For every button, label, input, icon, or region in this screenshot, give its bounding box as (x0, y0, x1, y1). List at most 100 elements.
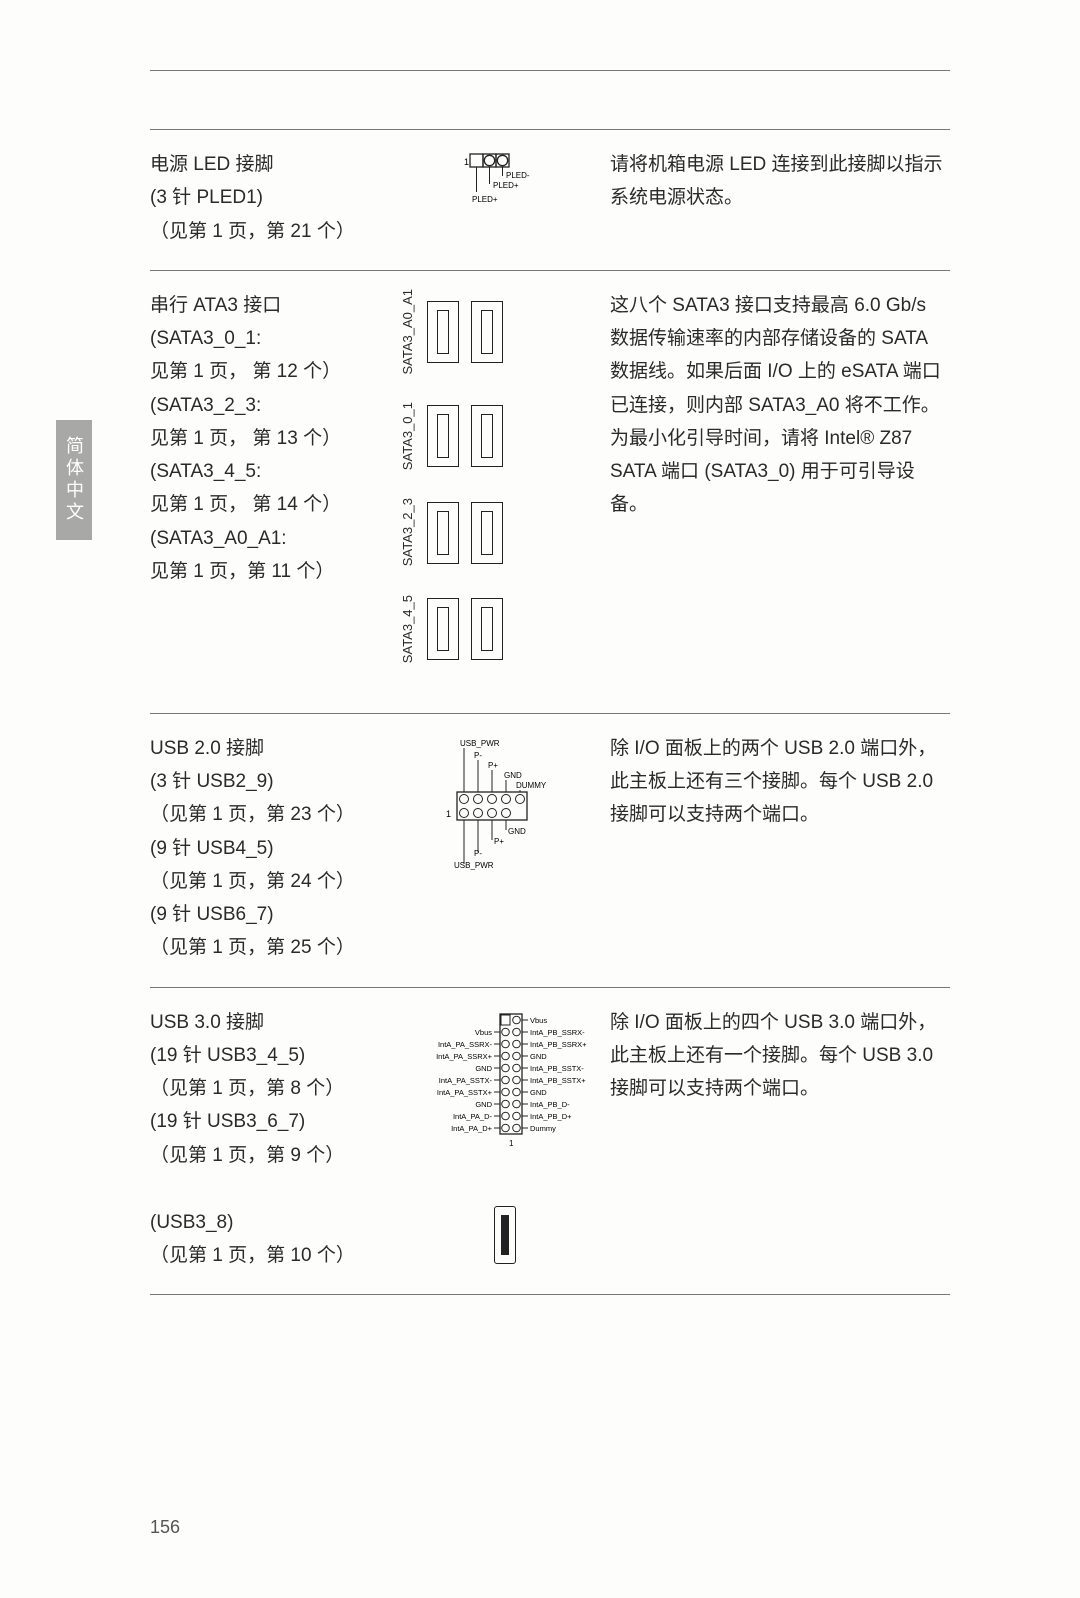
svg-text:GND: GND (475, 1100, 492, 1109)
svg-text:PLED-: PLED- (506, 171, 530, 180)
sata-left: 串行 ATA3 接口 (SATA3_0_1: 见第 1 页， 第 12 个） (… (150, 289, 400, 691)
sata-l4: (SATA3_4_5: (150, 455, 400, 488)
language-tab: 简体中文 (56, 420, 92, 540)
usb3-l1: （见第 1 页，第 8 个） (150, 1072, 400, 1105)
svg-text:IntA_PA_D+: IntA_PA_D+ (451, 1124, 493, 1133)
sata-l7: 见第 1 页，第 11 个） (150, 555, 400, 588)
usb2-l5: （见第 1 页，第 25 个） (150, 931, 400, 964)
sata-port-icon (471, 405, 503, 467)
svg-text:IntA_PB_SSRX-: IntA_PB_SSRX- (530, 1028, 585, 1037)
usb3-extra-title: (USB3_8) (150, 1206, 400, 1239)
usb2-l0: (3 针 USB2_9) (150, 765, 400, 798)
svg-text:IntA_PB_D-: IntA_PB_D- (530, 1100, 570, 1109)
svg-text:P-: P- (474, 849, 482, 858)
svg-text:Vbus: Vbus (530, 1016, 547, 1025)
sata-pair-0: SATA3_A0_A1 (400, 289, 503, 375)
svg-text:GND: GND (475, 1064, 492, 1073)
sata-port-icon (427, 405, 459, 467)
top-rule (150, 70, 950, 71)
svg-text:P+: P+ (494, 837, 504, 846)
pled-desc: 请将机箱电源 LED 连接到此接脚以指示系统电源状态。 (610, 148, 950, 248)
sata-title: 串行 ATA3 接口 (150, 289, 400, 322)
usb2-desc: 除 I/O 面板上的两个 USB 2.0 端口外，此主板上还有三个接脚。每个 U… (610, 732, 950, 965)
usb3-l0: (19 针 USB3_4_5) (150, 1039, 400, 1072)
svg-text:Dummy: Dummy (530, 1124, 556, 1133)
usb2-title: USB 2.0 接脚 (150, 732, 400, 765)
sata-desc: 这八个 SATA3 接口支持最高 6.0 Gb/s 数据传输速率的内部存储设备的… (610, 289, 950, 691)
sata-l5: 见第 1 页， 第 14 个） (150, 488, 400, 521)
svg-text:1: 1 (446, 809, 451, 819)
sata-label-2: SATA3_2_3 (400, 498, 415, 566)
usb2-l3: （见第 1 页，第 24 个） (150, 865, 400, 898)
section-sata: 串行 ATA3 接口 (SATA3_0_1: 见第 1 页， 第 12 个） (… (150, 271, 950, 714)
sata-port-icon (471, 301, 503, 363)
pled-svg: 1 PLED- PLED+ PLED+ (450, 148, 560, 208)
svg-text:1: 1 (509, 1139, 514, 1148)
section-pled: 电源 LED 接脚 (3 针 PLED1) （见第 1 页，第 21 个） 1 … (150, 130, 950, 271)
pled-line-0: (3 针 PLED1) (150, 181, 400, 214)
svg-text:IntA_PB_D+: IntA_PB_D+ (530, 1112, 572, 1121)
svg-text:GND: GND (508, 827, 526, 836)
sata-l6: (SATA3_A0_A1: (150, 522, 400, 555)
page-number: 156 (150, 1517, 180, 1538)
sata-port-icon (471, 502, 503, 564)
pled-title: 电源 LED 接脚 (150, 148, 400, 181)
usb3-desc: 除 I/O 面板上的四个 USB 3.0 端口外，此主板上还有一个接脚。每个 U… (610, 1006, 950, 1176)
usb3-extra-left: (USB3_8) （见第 1 页，第 10 个） (150, 1206, 400, 1273)
svg-text:DUMMY: DUMMY (516, 781, 547, 790)
svg-text:Vbus: Vbus (475, 1028, 492, 1037)
sata-l2: (SATA3_2_3: (150, 389, 400, 422)
sata-l3: 见第 1 页， 第 13 个） (150, 422, 400, 455)
pled-left: 电源 LED 接脚 (3 针 PLED1) （见第 1 页，第 21 个） (150, 148, 400, 248)
page-content: 电源 LED 接脚 (3 针 PLED1) （见第 1 页，第 21 个） 1 … (150, 70, 950, 1295)
pled-line-1: （见第 1 页，第 21 个） (150, 215, 400, 248)
usb3-title: USB 3.0 接脚 (150, 1006, 400, 1039)
usb3-extra-right (610, 1206, 950, 1273)
svg-text:IntA_PA_SSRX-: IntA_PA_SSRX- (438, 1040, 493, 1049)
sata-port-icon (427, 301, 459, 363)
svg-text:PLED+: PLED+ (493, 181, 519, 190)
section-usb2: USB 2.0 接脚 (3 针 USB2_9) （见第 1 页，第 23 个） … (150, 714, 950, 988)
sata-diagram: SATA3_A0_A1 SATA3_0_1 SATA3_2_3 SATA3_4_… (400, 289, 610, 691)
sata-l1: 见第 1 页， 第 12 个） (150, 355, 400, 388)
usb3-l2: (19 针 USB3_6_7) (150, 1105, 400, 1138)
svg-text:GND: GND (530, 1052, 547, 1061)
svg-text:PLED+: PLED+ (472, 195, 498, 204)
svg-text:USB_PWR: USB_PWR (454, 861, 494, 870)
svg-text:IntA_PA_SSRX+: IntA_PA_SSRX+ (436, 1052, 493, 1061)
svg-text:IntA_PA_SSTX+: IntA_PA_SSTX+ (437, 1088, 493, 1097)
usb2-l2: (9 针 USB4_5) (150, 832, 400, 865)
svg-text:1: 1 (464, 157, 469, 167)
sata-pair-2: SATA3_2_3 (400, 498, 503, 566)
usb3-l3: （见第 1 页，第 9 个） (150, 1139, 400, 1172)
sata-label-3: SATA3_4_5 (400, 595, 415, 663)
svg-text:IntA_PB_SSRX+: IntA_PB_SSRX+ (530, 1040, 587, 1049)
svg-text:GND: GND (504, 771, 522, 780)
svg-text:USB_PWR: USB_PWR (460, 739, 500, 748)
svg-text:IntA_PB_SSTX+: IntA_PB_SSTX+ (530, 1076, 586, 1085)
usb2-l1: （见第 1 页，第 23 个） (150, 798, 400, 831)
usb3-extra-diagram (400, 1206, 610, 1273)
svg-text:IntA_PA_D-: IntA_PA_D- (453, 1112, 493, 1121)
sata-port-icon (427, 598, 459, 660)
usb3-port-icon (494, 1206, 516, 1264)
sata-pair-1: SATA3_0_1 (400, 402, 503, 470)
usb2-l4: (9 针 USB6_7) (150, 898, 400, 931)
usb3-diagram: Vbus IntA_PB_SSRX- IntA_PB_SSRX+ GND Int… (400, 1006, 610, 1176)
usb2-diagram: USB_PWR P- P+ GND DUMMY (400, 732, 610, 965)
section-usb3: USB 3.0 接脚 (19 针 USB3_4_5) （见第 1 页，第 8 个… (150, 988, 950, 1296)
svg-text:P-: P- (474, 751, 482, 760)
sata-l0: (SATA3_0_1: (150, 322, 400, 355)
usb2-svg: USB_PWR P- P+ GND DUMMY (415, 732, 595, 882)
sata-label-0: SATA3_A0_A1 (400, 289, 415, 375)
svg-text:GND: GND (530, 1088, 547, 1097)
svg-text:IntA_PA_SSTX-: IntA_PA_SSTX- (439, 1076, 493, 1085)
sata-port-icon (471, 598, 503, 660)
svg-text:P+: P+ (488, 761, 498, 770)
usb3-svg: Vbus IntA_PB_SSRX- IntA_PB_SSRX+ GND Int… (400, 1006, 610, 1176)
usb2-left: USB 2.0 接脚 (3 针 USB2_9) （见第 1 页，第 23 个） … (150, 732, 400, 965)
usb3-left: USB 3.0 接脚 (19 针 USB3_4_5) （见第 1 页，第 8 个… (150, 1006, 400, 1176)
sata-pair-3: SATA3_4_5 (400, 595, 503, 663)
pled-diagram: 1 PLED- PLED+ PLED+ (400, 148, 610, 248)
sata-label-1: SATA3_0_1 (400, 402, 415, 470)
